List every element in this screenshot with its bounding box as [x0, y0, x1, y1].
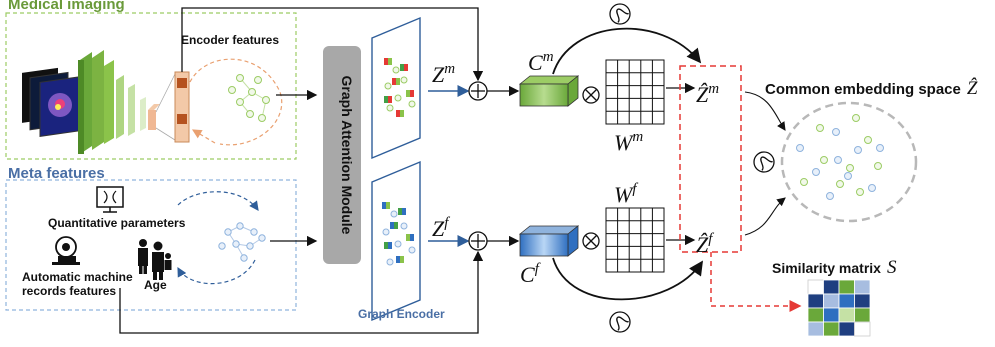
common-space-circle	[780, 101, 918, 223]
wm-grid	[605, 59, 665, 125]
graph-encoder-bottom	[371, 160, 421, 322]
quantitative-label: Quantitative parameters	[48, 216, 186, 230]
age-label: Age	[144, 278, 167, 292]
monitor-icon	[96, 186, 124, 213]
skip-line-top	[181, 7, 484, 82]
encoder-bottom-embeddings	[382, 202, 416, 266]
otimes-bottom	[582, 232, 600, 250]
arc-cm-to-zhat	[552, 27, 702, 75]
zm-label: Zm	[432, 61, 455, 87]
gam-label: Graph Attention Module	[339, 76, 355, 235]
sigma-right	[753, 151, 775, 173]
otimes-top	[582, 86, 600, 104]
blue-dashed-arc-top	[177, 191, 259, 211]
arc-cf-to-zhat	[552, 257, 704, 301]
cf-label: Cf	[520, 261, 541, 287]
cnn-layers	[78, 50, 146, 154]
medical-box	[5, 12, 297, 160]
red-dashed-box	[679, 65, 742, 253]
red-arrow-to-similarity	[710, 252, 802, 312]
similarity-matrix	[807, 279, 871, 337]
meta-graph-nodes	[218, 222, 266, 262]
machine-label-2: records features	[22, 284, 116, 298]
zhat-m-label: Ẑm	[696, 81, 719, 107]
mri-image-stack	[22, 67, 81, 137]
common-space-label: Common embedding space Ẑ	[765, 77, 978, 99]
skip-line-bottom	[119, 250, 484, 334]
family-icon	[138, 239, 172, 280]
flatten-layer	[148, 110, 156, 130]
arrow-zhf-to-space	[744, 197, 786, 236]
cm-box	[518, 75, 580, 107]
encoder-features-label: Encoder features	[181, 33, 279, 47]
embedding-points	[796, 114, 884, 200]
encoder-feature-vector	[174, 71, 190, 143]
wm-label: Wm	[614, 129, 643, 155]
mri-machine-icon	[52, 236, 80, 265]
wf-grid	[605, 207, 665, 273]
graph-attention-module	[323, 46, 361, 264]
graph-encoder-label: Graph Encoder	[358, 307, 445, 321]
sigma-bottom	[609, 311, 631, 333]
zf-label: Zf	[432, 215, 450, 241]
meta-title: Meta features	[8, 165, 105, 182]
medical-graph-nodes	[228, 74, 270, 122]
orange-dashed-arc	[189, 58, 283, 146]
sigma-top	[609, 3, 631, 25]
cm-label: Cm	[528, 49, 554, 75]
similarity-label: Similarity matrix S	[772, 257, 897, 278]
plus-top	[468, 81, 488, 101]
blue-dashed-arc-bottom	[177, 259, 256, 285]
zhat-f-label: Ẑf	[696, 231, 714, 257]
graph-encoder-top	[371, 16, 421, 160]
plus-bottom	[468, 231, 488, 251]
machine-label: Automatic machine	[22, 270, 133, 284]
cf-box	[518, 225, 580, 257]
wf-label: Wf	[614, 181, 638, 207]
medical-title: Medical imaging	[8, 0, 125, 13]
arrow-zhm-to-space	[744, 91, 786, 131]
encoder-top-embeddings	[384, 58, 416, 117]
